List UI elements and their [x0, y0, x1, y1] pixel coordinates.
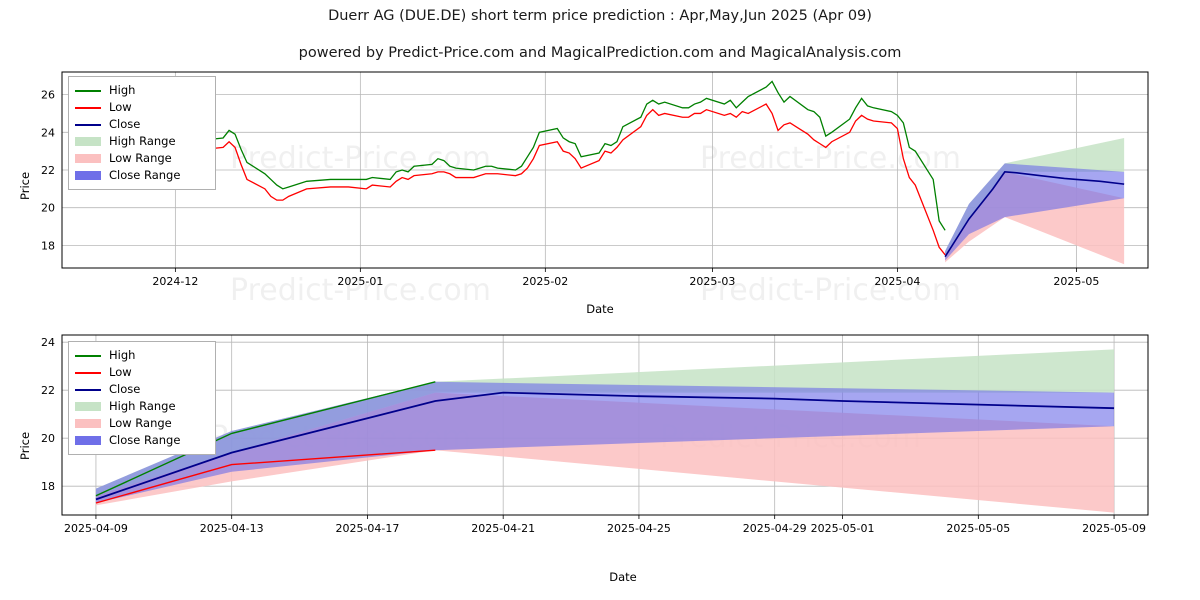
legend-item-high: High [75, 347, 207, 364]
svg-text:20: 20 [41, 432, 55, 445]
legend-item-close: Close [75, 381, 207, 398]
low-line-swatch [75, 102, 101, 113]
legend-item-high-range: High Range [75, 133, 207, 150]
top-chart-panel: Predict-Price.com Predict-Price.com Predic… [0, 60, 1200, 310]
svg-text:20: 20 [41, 202, 55, 215]
svg-text:2025-04-25: 2025-04-25 [607, 522, 671, 535]
svg-text:2025-02: 2025-02 [522, 275, 568, 288]
svg-text:2025-05-01: 2025-05-01 [811, 522, 875, 535]
high-range-swatch [75, 136, 101, 147]
svg-text:2025-04-13: 2025-04-13 [200, 522, 264, 535]
low-range-swatch [75, 418, 101, 429]
close-line-swatch [75, 384, 101, 395]
high-line-swatch [75, 85, 101, 96]
legend-label-close-range: Close Range [109, 433, 181, 448]
chart-title: Duerr AG (DUE.DE) short term price predi… [328, 8, 872, 24]
legend-label-low: Low [109, 365, 132, 380]
svg-text:2025-01: 2025-01 [337, 275, 383, 288]
low-range-swatch [75, 153, 101, 164]
legend-label-high-range: High Range [109, 134, 176, 149]
bottom-x-axis-label: Date [609, 570, 637, 584]
svg-text:Predict-Price.com: Predict-Price.com [230, 273, 491, 308]
high-line-swatch [75, 350, 101, 361]
legend-label-low-range: Low Range [109, 416, 172, 431]
svg-text:18: 18 [41, 480, 55, 493]
legend-label-low-range: Low Range [109, 151, 172, 166]
legend-item-close-range: Close Range [75, 167, 207, 184]
svg-text:2025-04-29: 2025-04-29 [743, 522, 807, 535]
svg-text:26: 26 [41, 89, 55, 102]
legend-label-close: Close [109, 117, 141, 132]
legend-label-close-range: Close Range [109, 168, 181, 183]
legend-item-low: Low [75, 364, 207, 381]
svg-text:22: 22 [41, 164, 55, 177]
svg-text:2025-04: 2025-04 [874, 275, 920, 288]
legend-label-high: High [109, 83, 136, 98]
bottom-chart-svg: Predict-Price.comPredict-Price.com182022… [41, 334, 1149, 535]
svg-text:24: 24 [41, 336, 55, 349]
legend-label-low: Low [109, 100, 132, 115]
svg-text:2025-05-05: 2025-05-05 [946, 522, 1010, 535]
legend-item-low-range: Low Range [75, 150, 207, 167]
svg-text:18: 18 [41, 239, 55, 252]
svg-text:2025-04-17: 2025-04-17 [335, 522, 399, 535]
svg-text:24: 24 [41, 126, 55, 139]
svg-text:2025-04-21: 2025-04-21 [471, 522, 535, 535]
bottom-chart-panel: Predict-Price.comPredict-Price.com182022… [0, 325, 1200, 555]
top-x-axis-label: Date [586, 302, 614, 316]
legend-label-close: Close [109, 382, 141, 397]
legend-item-high-range: High Range [75, 398, 207, 415]
top-chart-legend: High Low Close High Range Low Range Clos… [68, 76, 216, 190]
bottom-chart-legend: High Low Close High Range Low Range Clos… [68, 341, 216, 455]
low-line-swatch [75, 367, 101, 378]
legend-item-low: Low [75, 99, 207, 116]
legend-item-low-range: Low Range [75, 415, 207, 432]
svg-text:Predict-Price.com: Predict-Price.com [700, 141, 961, 176]
legend-item-high: High [75, 82, 207, 99]
top-y-axis-label: Price [18, 171, 32, 200]
close-range-swatch [75, 170, 101, 181]
close-line-swatch [75, 119, 101, 130]
bottom-y-axis-label: Price [18, 431, 32, 460]
legend-item-close: Close [75, 116, 207, 133]
svg-text:2025-04-09: 2025-04-09 [64, 522, 128, 535]
chart-subtitle: powered by Predict-Price.com and Magical… [298, 45, 902, 61]
svg-text:2024-12: 2024-12 [152, 275, 198, 288]
high-range-swatch [75, 401, 101, 412]
legend-item-close-range: Close Range [75, 432, 207, 449]
svg-text:2025-05-09: 2025-05-09 [1082, 522, 1146, 535]
close-range-swatch [75, 435, 101, 446]
svg-text:22: 22 [41, 384, 55, 397]
svg-text:2025-05: 2025-05 [1053, 275, 1099, 288]
svg-text:Predict-Price.com: Predict-Price.com [700, 273, 961, 308]
svg-text:2025-03: 2025-03 [689, 275, 735, 288]
top-chart-svg: Predict-Price.com Predict-Price.com Predic… [41, 71, 1149, 308]
legend-label-high: High [109, 348, 136, 363]
legend-label-high-range: High Range [109, 399, 176, 414]
